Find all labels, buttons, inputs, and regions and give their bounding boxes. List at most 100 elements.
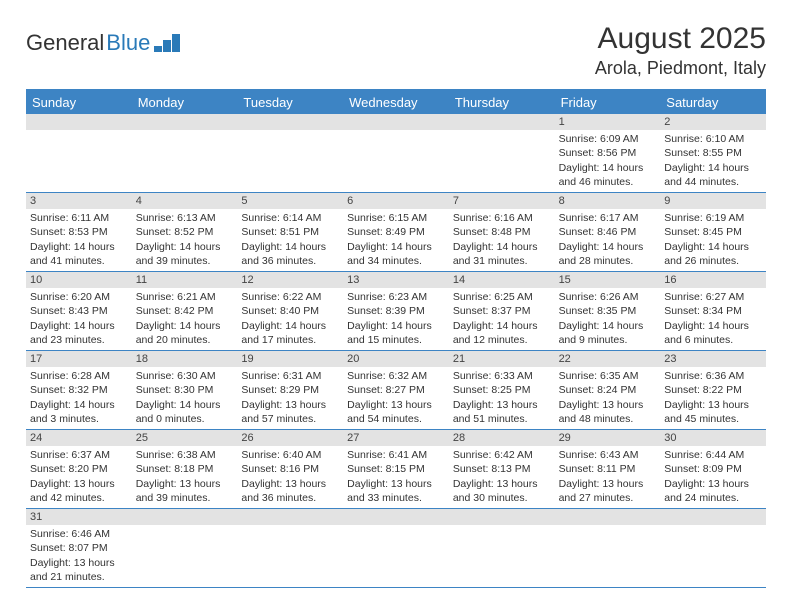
day-cell: Sunrise: 6:41 AMSunset: 8:15 PMDaylight:… xyxy=(343,446,449,508)
sunset-line: Sunset: 8:53 PM xyxy=(30,225,128,239)
day-number: 19 xyxy=(237,351,343,367)
daylight-line: Daylight: 14 hours and 20 minutes. xyxy=(136,319,234,347)
daylight-line: Daylight: 14 hours and 9 minutes. xyxy=(559,319,657,347)
day-cell: Sunrise: 6:14 AMSunset: 8:51 PMDaylight:… xyxy=(237,209,343,271)
day-cell: Sunrise: 6:33 AMSunset: 8:25 PMDaylight:… xyxy=(449,367,555,429)
daynum-row: 17181920212223 xyxy=(26,351,766,367)
sunrise-line: Sunrise: 6:09 AM xyxy=(559,132,657,146)
day-cell: Sunrise: 6:23 AMSunset: 8:39 PMDaylight:… xyxy=(343,288,449,350)
daylight-line: Daylight: 13 hours and 57 minutes. xyxy=(241,398,339,426)
data-row: Sunrise: 6:09 AMSunset: 8:56 PMDaylight:… xyxy=(26,130,766,193)
daylight-line: Daylight: 13 hours and 27 minutes. xyxy=(559,477,657,505)
sunrise-line: Sunrise: 6:26 AM xyxy=(559,290,657,304)
sunrise-line: Sunrise: 6:22 AM xyxy=(241,290,339,304)
day-cell: Sunrise: 6:21 AMSunset: 8:42 PMDaylight:… xyxy=(132,288,238,350)
sunrise-line: Sunrise: 6:13 AM xyxy=(136,211,234,225)
weekday-label: Saturday xyxy=(660,91,766,114)
sunrise-line: Sunrise: 6:35 AM xyxy=(559,369,657,383)
daynum-row: 3456789 xyxy=(26,193,766,209)
sunset-line: Sunset: 8:15 PM xyxy=(347,462,445,476)
day-number: 13 xyxy=(343,272,449,288)
sunrise-line: Sunrise: 6:38 AM xyxy=(136,448,234,462)
data-row: Sunrise: 6:46 AMSunset: 8:07 PMDaylight:… xyxy=(26,525,766,588)
daylight-line: Daylight: 14 hours and 12 minutes. xyxy=(453,319,551,347)
daylight-line: Daylight: 13 hours and 39 minutes. xyxy=(136,477,234,505)
daylight-line: Daylight: 14 hours and 26 minutes. xyxy=(664,240,762,268)
sunset-line: Sunset: 8:20 PM xyxy=(30,462,128,476)
empty-cell xyxy=(555,509,661,525)
sunset-line: Sunset: 8:46 PM xyxy=(559,225,657,239)
day-number: 23 xyxy=(660,351,766,367)
day-cell: Sunrise: 6:27 AMSunset: 8:34 PMDaylight:… xyxy=(660,288,766,350)
calendar: SundayMondayTuesdayWednesdayThursdayFrid… xyxy=(26,89,766,588)
sunrise-line: Sunrise: 6:32 AM xyxy=(347,369,445,383)
empty-cell xyxy=(449,130,555,192)
sunrise-line: Sunrise: 6:43 AM xyxy=(559,448,657,462)
day-cell: Sunrise: 6:17 AMSunset: 8:46 PMDaylight:… xyxy=(555,209,661,271)
sunrise-line: Sunrise: 6:36 AM xyxy=(664,369,762,383)
sunrise-line: Sunrise: 6:10 AM xyxy=(664,132,762,146)
daylight-line: Daylight: 14 hours and 31 minutes. xyxy=(453,240,551,268)
day-cell: Sunrise: 6:11 AMSunset: 8:53 PMDaylight:… xyxy=(26,209,132,271)
sunset-line: Sunset: 8:39 PM xyxy=(347,304,445,318)
daylight-line: Daylight: 14 hours and 15 minutes. xyxy=(347,319,445,347)
daylight-line: Daylight: 13 hours and 51 minutes. xyxy=(453,398,551,426)
empty-cell xyxy=(343,525,449,587)
daylight-line: Daylight: 14 hours and 3 minutes. xyxy=(30,398,128,426)
data-row: Sunrise: 6:11 AMSunset: 8:53 PMDaylight:… xyxy=(26,209,766,272)
day-number: 9 xyxy=(660,193,766,209)
empty-cell xyxy=(132,509,238,525)
weekday-label: Sunday xyxy=(26,91,132,114)
empty-cell xyxy=(449,525,555,587)
day-cell: Sunrise: 6:19 AMSunset: 8:45 PMDaylight:… xyxy=(660,209,766,271)
daynum-row: 24252627282930 xyxy=(26,430,766,446)
day-number: 29 xyxy=(555,430,661,446)
empty-cell xyxy=(660,509,766,525)
sunrise-line: Sunrise: 6:20 AM xyxy=(30,290,128,304)
day-cell: Sunrise: 6:25 AMSunset: 8:37 PMDaylight:… xyxy=(449,288,555,350)
day-number: 31 xyxy=(26,509,132,525)
day-cell: Sunrise: 6:22 AMSunset: 8:40 PMDaylight:… xyxy=(237,288,343,350)
daylight-line: Daylight: 14 hours and 17 minutes. xyxy=(241,319,339,347)
daylight-line: Daylight: 14 hours and 44 minutes. xyxy=(664,161,762,189)
sunset-line: Sunset: 8:42 PM xyxy=(136,304,234,318)
weekday-label: Wednesday xyxy=(343,91,449,114)
empty-cell xyxy=(449,509,555,525)
daylight-line: Daylight: 14 hours and 41 minutes. xyxy=(30,240,128,268)
header: GeneralBlue August 2025 Arola, Piedmont,… xyxy=(26,22,766,79)
day-cell: Sunrise: 6:10 AMSunset: 8:55 PMDaylight:… xyxy=(660,130,766,192)
day-cell: Sunrise: 6:09 AMSunset: 8:56 PMDaylight:… xyxy=(555,130,661,192)
data-row: Sunrise: 6:20 AMSunset: 8:43 PMDaylight:… xyxy=(26,288,766,351)
sunrise-line: Sunrise: 6:15 AM xyxy=(347,211,445,225)
daylight-line: Daylight: 14 hours and 39 minutes. xyxy=(136,240,234,268)
daylight-line: Daylight: 13 hours and 42 minutes. xyxy=(30,477,128,505)
location: Arola, Piedmont, Italy xyxy=(595,58,766,79)
empty-cell xyxy=(132,130,238,192)
daylight-line: Daylight: 14 hours and 28 minutes. xyxy=(559,240,657,268)
sunrise-line: Sunrise: 6:16 AM xyxy=(453,211,551,225)
day-cell: Sunrise: 6:15 AMSunset: 8:49 PMDaylight:… xyxy=(343,209,449,271)
daylight-line: Daylight: 14 hours and 0 minutes. xyxy=(136,398,234,426)
day-cell: Sunrise: 6:35 AMSunset: 8:24 PMDaylight:… xyxy=(555,367,661,429)
sunrise-line: Sunrise: 6:11 AM xyxy=(30,211,128,225)
day-cell: Sunrise: 6:32 AMSunset: 8:27 PMDaylight:… xyxy=(343,367,449,429)
daylight-line: Daylight: 13 hours and 30 minutes. xyxy=(453,477,551,505)
sunset-line: Sunset: 8:18 PM xyxy=(136,462,234,476)
sunrise-line: Sunrise: 6:27 AM xyxy=(664,290,762,304)
empty-cell xyxy=(237,130,343,192)
day-cell: Sunrise: 6:38 AMSunset: 8:18 PMDaylight:… xyxy=(132,446,238,508)
empty-cell xyxy=(237,114,343,130)
sunset-line: Sunset: 8:40 PM xyxy=(241,304,339,318)
daylight-line: Daylight: 13 hours and 24 minutes. xyxy=(664,477,762,505)
sunset-line: Sunset: 8:25 PM xyxy=(453,383,551,397)
logo-chart-icon xyxy=(154,34,180,52)
sunset-line: Sunset: 8:52 PM xyxy=(136,225,234,239)
day-number: 8 xyxy=(555,193,661,209)
day-number: 24 xyxy=(26,430,132,446)
daylight-line: Daylight: 13 hours and 48 minutes. xyxy=(559,398,657,426)
day-number: 21 xyxy=(449,351,555,367)
weekday-label: Thursday xyxy=(449,91,555,114)
sunset-line: Sunset: 8:30 PM xyxy=(136,383,234,397)
logo-text-2: Blue xyxy=(106,30,150,56)
empty-cell xyxy=(449,114,555,130)
